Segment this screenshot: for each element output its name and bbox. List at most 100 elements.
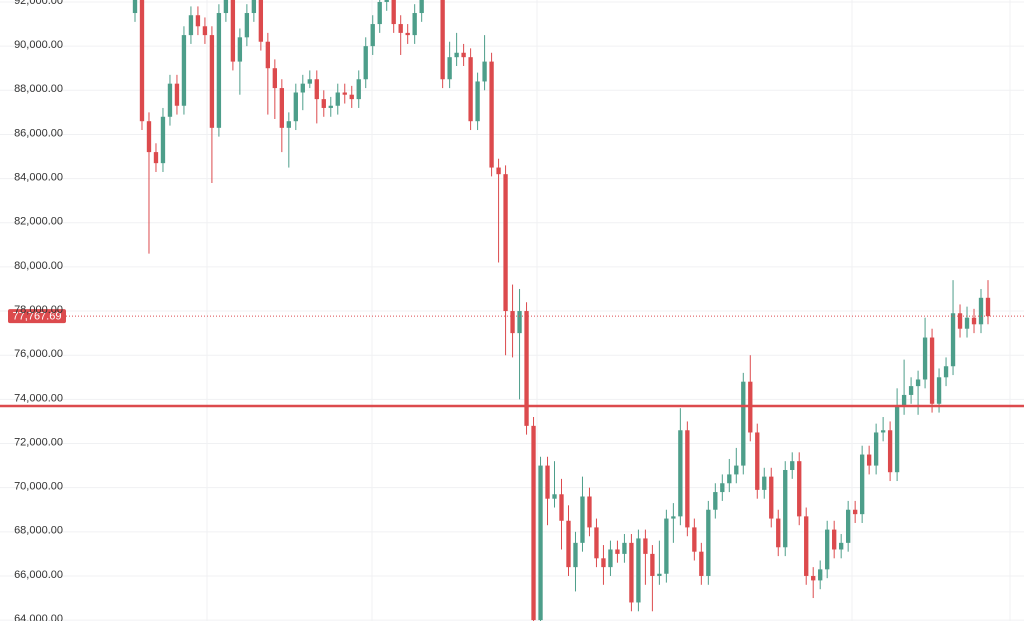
candle-body [832, 529, 837, 550]
candle-body [566, 520, 571, 568]
candle-body [678, 430, 683, 517]
candle-body [279, 88, 284, 128]
candle-body [328, 105, 333, 108]
candle-body [209, 35, 215, 128]
candle-body [880, 430, 886, 433]
candle-body [545, 465, 550, 499]
candle-body [468, 57, 473, 122]
candle-body [887, 430, 893, 473]
candle-body [957, 313, 963, 329]
candle-body [552, 494, 557, 499]
candle-body [335, 92, 340, 106]
candle-body [370, 24, 375, 47]
candle-body [915, 379, 921, 387]
candle-body [615, 549, 620, 554]
candle-body [496, 167, 501, 175]
candle-body [342, 92, 347, 95]
candle-body [405, 32, 410, 36]
candle-body [985, 297, 991, 317]
candle-body [153, 152, 159, 164]
candle-body [237, 37, 243, 62]
candle-body [258, 0, 264, 42]
candle-body [804, 516, 809, 576]
candle-body [825, 529, 830, 570]
candle-body [419, 0, 424, 14]
candle-body [636, 538, 641, 603]
candle-body [783, 469, 788, 548]
candle-body [622, 542, 627, 554]
candle-body [265, 41, 271, 69]
candle-body [741, 381, 746, 466]
candle-body [517, 311, 522, 334]
candle-body [922, 337, 928, 380]
y-tick-label: 72,000.00 [14, 436, 63, 448]
candle-body [873, 432, 879, 466]
candle-body [818, 569, 823, 581]
last-price-label: 77,767.69 [13, 311, 62, 323]
candle-body [447, 57, 452, 80]
time-grid [206, 0, 1011, 621]
candle-body [160, 116, 166, 164]
candle-body [580, 496, 585, 543]
candle-body [776, 518, 781, 548]
candle-body [384, 0, 389, 2]
candle-body [811, 575, 816, 581]
candle-body [202, 26, 208, 36]
candle-body [943, 366, 949, 378]
candle-body [936, 377, 942, 404]
candle-body [356, 79, 361, 100]
overlay: 77,767.69 [0, 309, 1024, 408]
candle-body [699, 551, 704, 576]
candle-body [845, 509, 851, 543]
candle-body [601, 558, 606, 568]
candle-body [188, 15, 194, 36]
candle-body [643, 538, 648, 554]
candle-body [573, 542, 578, 568]
last-price-box [8, 309, 66, 324]
candle-body [587, 496, 592, 528]
y-axis: 64,000.00 66,000.00 68,000.00 70,000.00 72,0… [14, 0, 63, 621]
candle-body [412, 13, 417, 36]
candle-body [964, 317, 970, 329]
candle-body [293, 92, 298, 122]
candle-body [216, 13, 222, 128]
y-tick-label: 84,000.00 [14, 172, 63, 184]
candle-body [398, 24, 403, 33]
candle-body [321, 99, 326, 108]
candle-body [657, 573, 662, 576]
y-tick-label: 92,000.00 [14, 0, 63, 7]
candles [132, 0, 991, 621]
candle-body [664, 518, 669, 574]
candle-body [146, 121, 152, 153]
y-tick-label: 66,000.00 [14, 569, 63, 581]
candle-body [538, 465, 543, 621]
candle-body [671, 516, 676, 519]
candle-body [251, 0, 257, 14]
candle-body [706, 509, 711, 576]
candle-body [503, 174, 508, 312]
candle-body [482, 61, 487, 82]
candle-body [629, 542, 634, 603]
candle-body [685, 430, 690, 528]
candle-body [272, 68, 278, 89]
y-tick-label: 64,000.00 [14, 613, 63, 621]
candle-body [349, 94, 354, 100]
candle-body [727, 474, 732, 484]
candle-body [167, 83, 173, 117]
y-tick-label: 86,000.00 [14, 127, 63, 139]
candle-body [531, 425, 536, 621]
candle-body [391, 0, 396, 25]
candle-body [461, 52, 466, 58]
y-tick-label: 70,000.00 [14, 481, 63, 493]
candle-body [510, 311, 515, 334]
candle-body [300, 83, 305, 93]
candle-body [174, 83, 180, 106]
candle-body [181, 35, 187, 106]
candle-body [692, 527, 697, 552]
candle-body [769, 476, 774, 519]
candle-body [866, 454, 872, 466]
y-tick-label: 68,000.00 [14, 525, 63, 537]
candle-body [650, 553, 655, 576]
